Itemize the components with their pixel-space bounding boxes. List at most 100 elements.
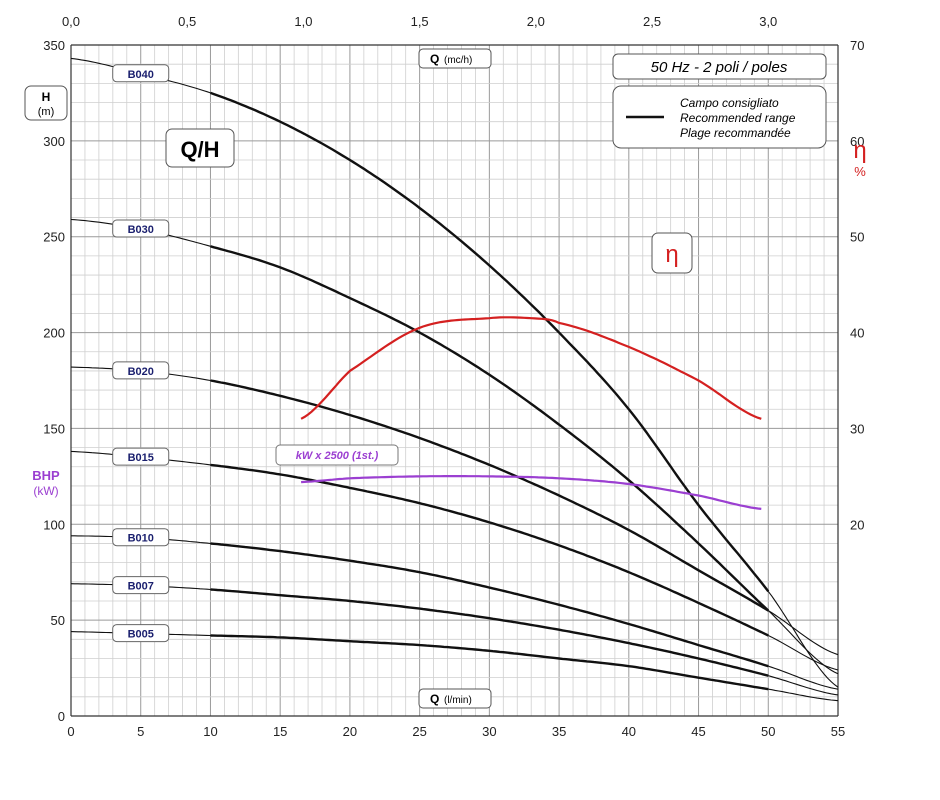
series-b020: B020 xyxy=(70,361,839,656)
series-b030: B030 xyxy=(70,218,839,675)
series-label: B030 xyxy=(128,224,154,236)
bhp-axis-label: BHP (kW) xyxy=(32,468,60,498)
series-label-box xyxy=(112,64,170,83)
series-label-box xyxy=(112,528,170,547)
chart-title-box: Q/H xyxy=(165,128,235,168)
x-tick-label: 25 xyxy=(412,724,426,739)
y-right-tick-label: 20 xyxy=(850,517,864,532)
series-label-box xyxy=(112,361,170,380)
x-tick-label: 30 xyxy=(482,724,496,739)
legend-line2: Recommended range xyxy=(680,111,796,125)
top-axis-unit: (mc/h) xyxy=(444,55,472,66)
efficiency-axis-unit: % xyxy=(854,164,866,179)
series-line-recommended xyxy=(210,542,769,668)
x-tick-label: 15 xyxy=(273,724,287,739)
y-axis-label: H xyxy=(42,90,51,104)
y-axis-unit: (m) xyxy=(38,106,55,118)
top-tick-label: 0,0 xyxy=(62,14,80,29)
legend: Campo consigliato Recommended range Plag… xyxy=(612,85,827,149)
series-line-recommended xyxy=(210,91,770,593)
x-tick-label: 55 xyxy=(831,724,845,739)
legend-line3: Plage recommandée xyxy=(680,126,791,140)
efficiency-curve-label: η xyxy=(665,241,678,268)
series-line-thin xyxy=(768,675,839,696)
top-tick-label: 1,5 xyxy=(411,14,429,29)
y-right-tick-label: 70 xyxy=(850,38,864,53)
y-tick-label: 0 xyxy=(58,709,65,724)
x-tick-label: 40 xyxy=(622,724,636,739)
x-tick-label: 45 xyxy=(691,724,705,739)
bottom-axis-unit: (l/min) xyxy=(444,695,472,706)
chart-curves: B040 B030 B020 B015 B010 B007 B005 xyxy=(70,57,839,702)
efficiency-axis-label: η % xyxy=(853,137,866,179)
y-tick-label: 150 xyxy=(43,421,65,436)
series-line-recommended xyxy=(210,588,769,677)
y-right-tick-label: 40 xyxy=(850,326,864,341)
series-line-recommended xyxy=(210,245,770,612)
top-tick-label: 2,0 xyxy=(527,14,545,29)
top-tick-label: 3,0 xyxy=(759,14,777,29)
series-line-thin xyxy=(768,665,839,690)
series-label: B010 xyxy=(128,533,154,545)
series-b007: B007 xyxy=(70,576,839,696)
series-label-box xyxy=(112,624,170,643)
efficiency-axis-symbol: η xyxy=(853,137,866,164)
y-tick-label: 250 xyxy=(43,230,65,245)
series-line-recommended xyxy=(210,379,769,612)
series-label: B015 xyxy=(128,452,154,464)
series-label: B040 xyxy=(128,69,154,81)
x-tick-label: 0 xyxy=(67,724,74,739)
series-label: B005 xyxy=(128,629,154,641)
chart-labels: 0 5 10 15 20 25 30 35 40 45 50 55 0,0 0,5 1,0 1,5 2,0 2,5… xyxy=(43,14,864,739)
bhp-unit: (kW) xyxy=(33,484,58,498)
series-line-thin xyxy=(767,591,839,688)
series-label-box xyxy=(112,576,170,595)
top-tick-label: 0,5 xyxy=(178,14,196,29)
efficiency-curve xyxy=(300,316,762,420)
series-label-box xyxy=(112,447,170,466)
series-b005: B005 xyxy=(70,624,839,702)
x-tick-label: 10 xyxy=(203,724,217,739)
y-right-tick-label: 60 xyxy=(850,134,864,149)
power-curve-label-box: kW x 2500 (1st.) xyxy=(275,444,399,466)
bottom-axis-label-box: Q (l/min) xyxy=(418,688,492,709)
top-axis-label-box: Q (mc/h) xyxy=(418,48,492,69)
frequency-label: 50 Hz - 2 poli / poles xyxy=(651,59,788,76)
power-curve xyxy=(301,475,762,510)
series-line-recommended xyxy=(210,463,769,637)
series-line-thin xyxy=(767,610,839,675)
top-tick-label: 2,5 xyxy=(643,14,661,29)
y-tick-label: 50 xyxy=(51,613,65,628)
y-axis-label-box: H (m) xyxy=(24,85,68,121)
y-tick-label: 100 xyxy=(43,517,65,532)
series-label: B007 xyxy=(128,581,154,593)
x-tick-label: 50 xyxy=(761,724,775,739)
x-tick-label: 35 xyxy=(552,724,566,739)
efficiency-curve-label-box: η xyxy=(651,232,693,274)
legend-line1: Campo consigliato xyxy=(680,96,779,110)
y-tick-label: 350 xyxy=(43,38,65,53)
y-right-tick-label: 30 xyxy=(850,421,864,436)
power-curve-label: kW x 2500 (1st.) xyxy=(296,450,379,462)
y-right-tick-label: 50 xyxy=(850,230,864,245)
series-label-box xyxy=(112,219,170,238)
x-tick-label: 5 xyxy=(137,724,144,739)
x-tick-label: 20 xyxy=(343,724,357,739)
bhp-label: BHP xyxy=(32,468,60,483)
chart-title: Q/H xyxy=(180,137,219,162)
series-line-recommended xyxy=(210,634,769,691)
series-b015: B015 xyxy=(70,447,839,671)
series-b040: B040 xyxy=(70,57,839,688)
chart-axes xyxy=(70,44,839,717)
bottom-axis-label: Q xyxy=(430,692,439,706)
series-line-thin xyxy=(768,635,839,671)
frequency-box: 50 Hz - 2 poli / poles xyxy=(612,53,827,80)
top-axis-label: Q xyxy=(430,52,439,66)
y-tick-label: 300 xyxy=(43,134,65,149)
y-tick-label: 200 xyxy=(43,326,65,341)
series-line-thin xyxy=(768,610,839,656)
series-label: B020 xyxy=(128,366,154,378)
top-tick-label: 1,0 xyxy=(294,14,312,29)
series-b010: B010 xyxy=(71,528,839,690)
